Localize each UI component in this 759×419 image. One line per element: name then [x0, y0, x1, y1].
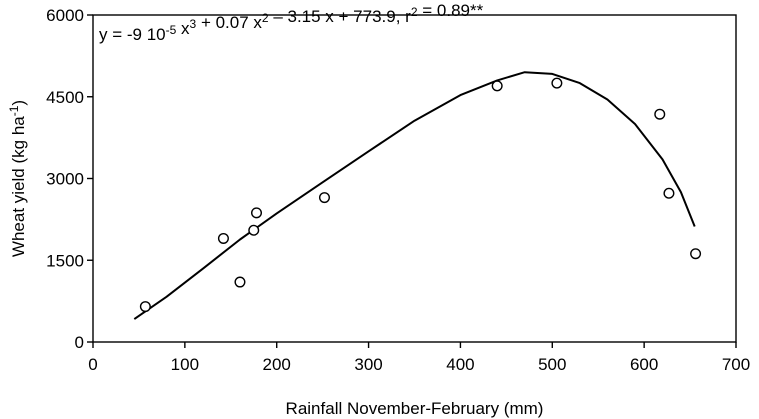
y-axis: 0 1500 3000 4500 6000 [46, 6, 93, 352]
equation-segment: – 3.15 x + 773.9, r [269, 7, 412, 26]
equation-superscript: 3 [190, 17, 197, 31]
y-tick-label: 1500 [46, 251, 84, 270]
fit-curve-layer [133, 71, 696, 320]
data-point [663, 187, 675, 199]
y-tick-label: 4500 [46, 88, 84, 107]
y-tick-label: 3000 [46, 170, 84, 189]
y-tick-label: 0 [75, 333, 84, 352]
x-tick-label: 700 [722, 355, 750, 374]
x-tick-label: 300 [354, 355, 382, 374]
y-axis-title-part: -1 [7, 105, 21, 116]
x-axis: 0 100 200 300 400 500 600 700 [88, 342, 750, 374]
data-point [139, 301, 151, 313]
y-axis-title-part: Wheat yield (kg ha [9, 116, 28, 257]
data-point [551, 77, 563, 89]
plot-frame [92, 14, 737, 343]
equation-segment: x [176, 19, 190, 38]
data-point [217, 232, 229, 244]
data-point [491, 80, 503, 92]
y-axis-title: Wheat yield (kg ha-1) [7, 100, 28, 257]
data-points [139, 77, 702, 313]
data-point [251, 207, 263, 219]
data-point [248, 224, 260, 236]
y-axis-title-part: ) [9, 100, 28, 106]
data-point [318, 192, 330, 204]
equation-superscript: 2 [411, 5, 418, 19]
plot-border [92, 14, 737, 343]
data-point [234, 276, 246, 288]
x-tick-label: 500 [538, 355, 566, 374]
x-tick-label: 100 [171, 355, 199, 374]
equation-segment: = 0.89** [418, 1, 484, 20]
x-tick-label: 0 [88, 355, 97, 374]
x-tick-label: 200 [263, 355, 291, 374]
x-axis-title: Rainfall November-February (mm) [286, 399, 544, 418]
data-point [690, 248, 702, 260]
x-tick-label: 400 [446, 355, 474, 374]
regression-equation: y = -9 10-5 x3 + 0.07 x2 – 3.15 x + 773.… [99, 1, 484, 44]
y-tick-label: 6000 [46, 6, 84, 25]
fit-curve-line [133, 71, 696, 320]
equation-superscript: -5 [166, 23, 177, 37]
equation-segment: y = -9 10 [99, 25, 166, 44]
data-point [654, 108, 666, 120]
equation-superscript: 2 [262, 11, 269, 25]
equation-segment: + 0.07 x [196, 13, 262, 32]
x-tick-label: 600 [630, 355, 658, 374]
